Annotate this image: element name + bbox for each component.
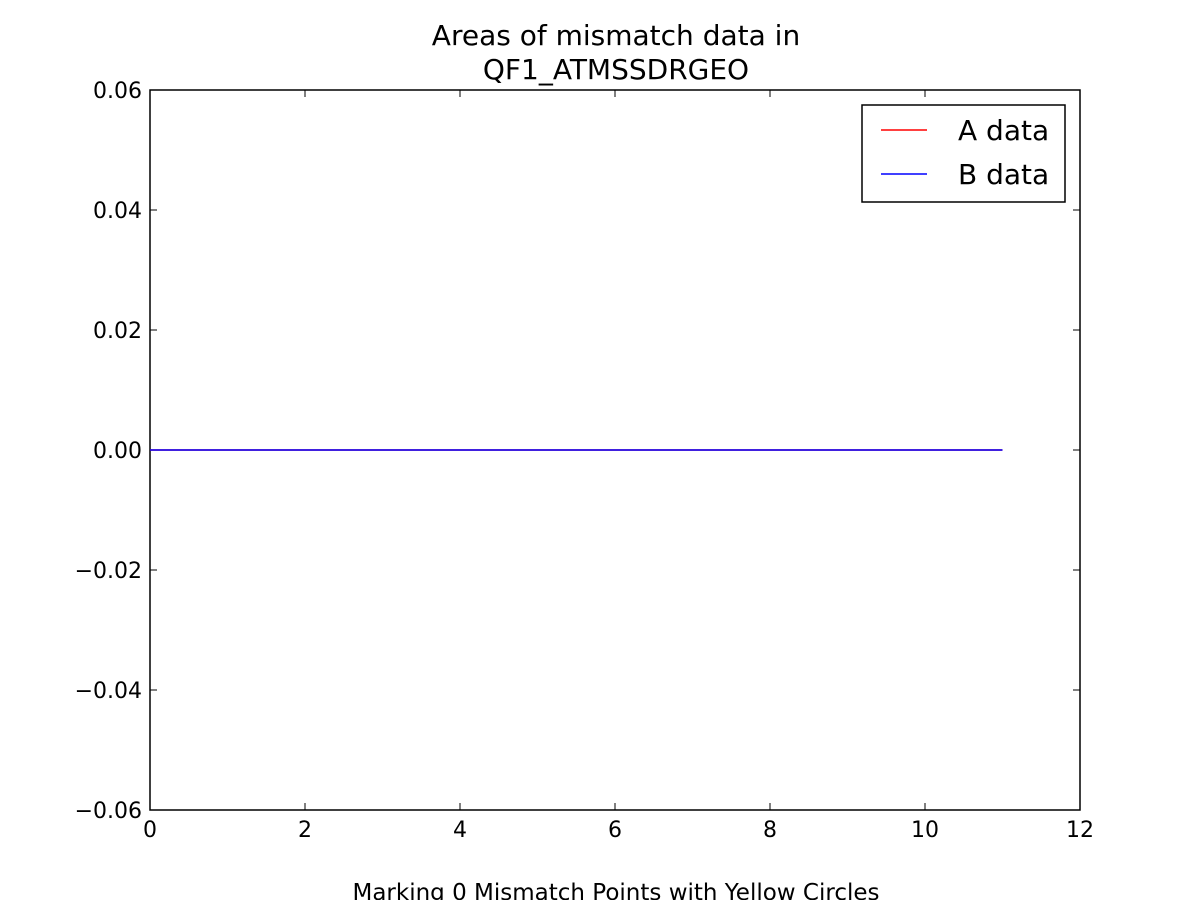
chart-title-line-1: Areas of mismatch data in	[432, 19, 800, 52]
x-tick-label: 0	[143, 818, 157, 843]
x-tick-label: 12	[1066, 818, 1094, 843]
y-tick-label: −0.06	[75, 799, 142, 824]
x-tick-label: 2	[298, 818, 312, 843]
legend: A data B data	[861, 104, 1066, 203]
y-tick-label: −0.02	[75, 559, 142, 584]
legend-label-a-data: A data	[958, 114, 1049, 147]
x-tick-label: 4	[453, 818, 467, 843]
y-tick-label: 0.04	[93, 199, 142, 224]
y-tick-label: −0.04	[75, 679, 142, 704]
y-tick-label: 0.06	[93, 79, 142, 104]
legend-box	[861, 104, 1066, 203]
y-tick-label: 0.00	[93, 439, 142, 464]
x-axis: 0 2 4 6 8 10 12	[143, 90, 1094, 843]
x-tick-label: 10	[911, 818, 939, 843]
y-axis: 0.06 0.04 0.02 0.00 −0.02 −0.04 −0.06	[75, 79, 1080, 824]
y-tick-label: 0.02	[93, 319, 142, 344]
legend-label-b-data: B data	[958, 158, 1049, 191]
x-tick-label: 6	[608, 818, 622, 843]
chart-title-line-2: QF1_ATMSSDRGEO	[483, 53, 749, 86]
x-tick-label: 8	[763, 818, 777, 843]
x-axis-label: Marking 0 Mismatch Points with Yellow Ci…	[352, 880, 879, 900]
